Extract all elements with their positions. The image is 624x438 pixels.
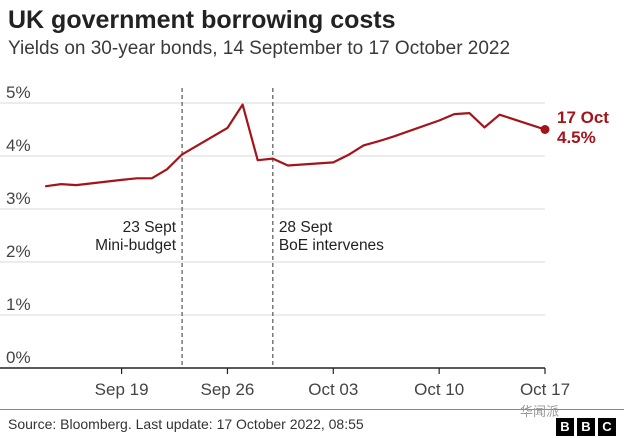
- y-tick-label: 0%: [6, 348, 31, 367]
- x-tick-label: Sep 26: [201, 380, 255, 399]
- watermark-text: 华闻派: [520, 404, 560, 419]
- logo-letter-b2: B: [577, 418, 595, 436]
- x-tick-label: Sep 19: [95, 380, 149, 399]
- chart-subtitle: Yields on 30-year bonds, 14 September to…: [8, 38, 511, 59]
- y-tick-label: 2%: [6, 242, 31, 261]
- y-tick-label: 5%: [6, 83, 31, 102]
- line-chart: 0% 1% 2% 3% 4% 5% Sep 19 Sep 26 Oct 03 Oct 10 Oct …: [0, 83, 609, 399]
- y-tick-label: 4%: [6, 136, 31, 155]
- logo-letter-b1: B: [556, 418, 574, 436]
- x-tick-label: Oct 17: [520, 380, 570, 399]
- annotation-label-event: Mini-budget: [95, 237, 177, 254]
- end-label-date: 17 Oct: [557, 108, 609, 127]
- x-tick-label: Oct 03: [308, 380, 358, 399]
- end-label-value: 4.5%: [557, 128, 596, 147]
- y-tick-label: 3%: [6, 189, 31, 208]
- chart-title: UK government borrowing costs: [8, 6, 396, 34]
- annotation-label-date: 23 Sept: [123, 219, 177, 236]
- annotation-label-event: BoE intervenes: [279, 237, 384, 254]
- source-note: Source: Bloomberg. Last update: 17 Octob…: [8, 416, 364, 432]
- end-point-marker: [540, 125, 550, 134]
- footer-divider: [0, 409, 624, 410]
- series-line: [44, 103, 547, 188]
- bbc-logo: B B C: [556, 418, 616, 436]
- logo-letter-c: C: [598, 418, 616, 436]
- y-tick-label: 1%: [6, 295, 31, 314]
- x-tick-label: Oct 10: [414, 380, 464, 399]
- annotation-label-date: 28 Sept: [279, 219, 333, 236]
